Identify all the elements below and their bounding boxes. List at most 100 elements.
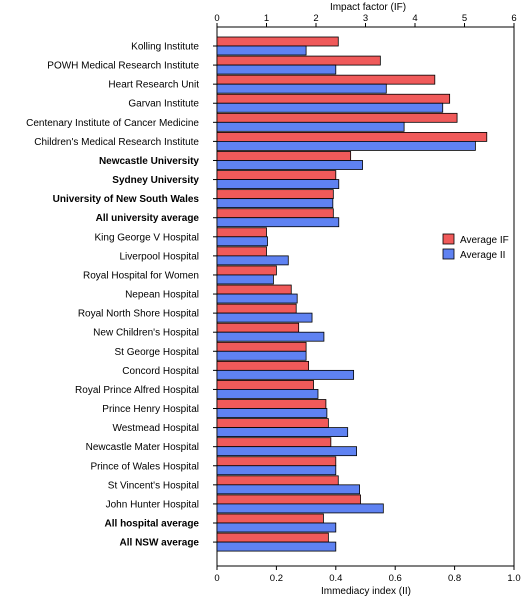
bar-average-ii: [216, 408, 328, 418]
bar-average-if: [216, 532, 329, 543]
category-label: King George V Hospital: [94, 232, 199, 243]
bar-average-if: [216, 36, 339, 47]
bar-average-if: [216, 74, 436, 85]
bar-average-ii: [216, 522, 337, 533]
category-label: Liverpool Hospital: [120, 251, 200, 262]
top-tick-label: 5: [462, 13, 467, 24]
bar-average-ii: [216, 121, 405, 132]
bar-average-ii: [216, 312, 313, 323]
bar-average-if: [216, 265, 277, 276]
top-tick-label: 6: [511, 13, 516, 24]
category-label: Newcastle University: [99, 156, 199, 167]
bar-average-ii: [216, 160, 363, 170]
category-label: All university average: [96, 213, 200, 224]
top-tick-label: 2: [313, 13, 318, 24]
bar-average-ii: [216, 179, 340, 189]
category-label: New Children's Hospital: [93, 328, 199, 339]
top-tick-label: 0: [214, 13, 219, 24]
category-label: Centenary Institute of Cancer Medicine: [26, 118, 199, 129]
top-tick-label: 1: [264, 13, 269, 24]
category-labels: Kolling Institute POWH Medical Research I…: [26, 42, 217, 549]
bar-average-if: [216, 93, 451, 104]
category-label: Heart Research Unit: [108, 80, 199, 91]
bar-average-if: [216, 322, 300, 333]
bar-average-if: [216, 189, 334, 200]
bar-average-if: [216, 284, 292, 295]
bar-average-if: [216, 208, 334, 219]
bar-average-if: [216, 494, 361, 505]
category-label: St Vincent's Hospital: [108, 480, 199, 491]
bar-average-ii: [216, 45, 307, 56]
top-tick-label: 4: [412, 13, 417, 24]
bar-average-ii: [216, 389, 319, 399]
bottom-tick-label: 0.2: [270, 573, 283, 584]
category-label: Prince of Wales Hospital: [90, 461, 199, 472]
top-axis: 0 1 2 3 4 5 6: [214, 13, 517, 27]
bar-average-if: [216, 360, 309, 371]
category-label: Concord Hospital: [122, 366, 199, 377]
top-axis-title: Impact factor (IF): [330, 2, 406, 13]
legend-swatch: [442, 233, 455, 245]
bottom-tick-label: 1.0: [507, 573, 520, 584]
bar-average-if: [216, 170, 337, 180]
category-label: Royal Prince Alfred Hospital: [75, 385, 199, 396]
category-label: Sydney University: [112, 175, 199, 186]
bar-average-ii: [216, 427, 349, 438]
bottom-tick-label: 0.8: [448, 573, 461, 584]
legend: Average IF Average II: [442, 233, 509, 261]
bar-average-ii: [216, 503, 384, 514]
category-label: POWH Medical Research Institute: [47, 61, 199, 72]
category-label: Garvan Institute: [128, 99, 199, 110]
category-label: Westmead Hospital: [112, 423, 199, 434]
bar-average-if: [216, 399, 327, 409]
legend-label: Average IF: [460, 235, 509, 246]
top-tick-label: 3: [363, 13, 368, 24]
bar-average-ii: [216, 236, 268, 247]
bar-average-if: [216, 112, 458, 123]
bottom-tick-label: 0: [214, 573, 219, 584]
category-label: Newcastle Mater Hospital: [86, 442, 199, 453]
bar-average-ii: [216, 541, 337, 552]
bar-average-if: [216, 151, 352, 161]
bar-average-if: [216, 437, 332, 448]
category-label: Children's Medical Research Institute: [34, 137, 199, 148]
bar-average-if: [216, 131, 488, 142]
bar-average-ii: [216, 102, 444, 113]
legend-swatch: [442, 248, 455, 260]
bar-average-ii: [216, 83, 387, 94]
bar-average-ii: [216, 217, 340, 228]
category-label: All hospital average: [105, 519, 200, 530]
bar-average-ii: [216, 350, 307, 361]
bars: [216, 36, 488, 552]
bar-average-if: [216, 475, 339, 486]
bar-average-ii: [216, 446, 357, 457]
bar-average-ii: [216, 293, 298, 304]
bar-average-if: [216, 456, 337, 467]
category-label: Kolling Institute: [131, 42, 199, 53]
bar-average-ii: [216, 331, 325, 342]
bar-average-ii: [216, 140, 476, 151]
bar-average-if: [216, 418, 329, 429]
category-label: University of New South Wales: [53, 194, 200, 205]
bar-average-if: [216, 246, 267, 257]
bottom-tick-label: 0.6: [389, 573, 402, 584]
bar-average-ii: [216, 64, 337, 75]
bar-average-ii: [216, 484, 360, 495]
bottom-tick-label: 0.4: [329, 573, 342, 584]
category-label: John Hunter Hospital: [106, 499, 199, 510]
bar-average-if: [216, 303, 297, 314]
bar-average-ii: [216, 198, 334, 209]
bar-average-if: [216, 380, 314, 390]
category-label: Royal Hospital for Women: [83, 270, 199, 281]
bar-average-if: [216, 513, 324, 524]
legend-label: Average II: [460, 250, 505, 261]
bar-average-if: [216, 227, 267, 238]
category-label: Prince Henry Hospital: [102, 404, 199, 415]
bar-average-ii: [216, 465, 337, 476]
category-label: St George Hospital: [115, 347, 200, 358]
bar-average-if: [216, 55, 381, 66]
bar-average-ii: [216, 369, 355, 380]
bottom-axis-title: Immediacy index (II): [321, 586, 411, 596]
category-label: All NSW average: [120, 538, 200, 549]
